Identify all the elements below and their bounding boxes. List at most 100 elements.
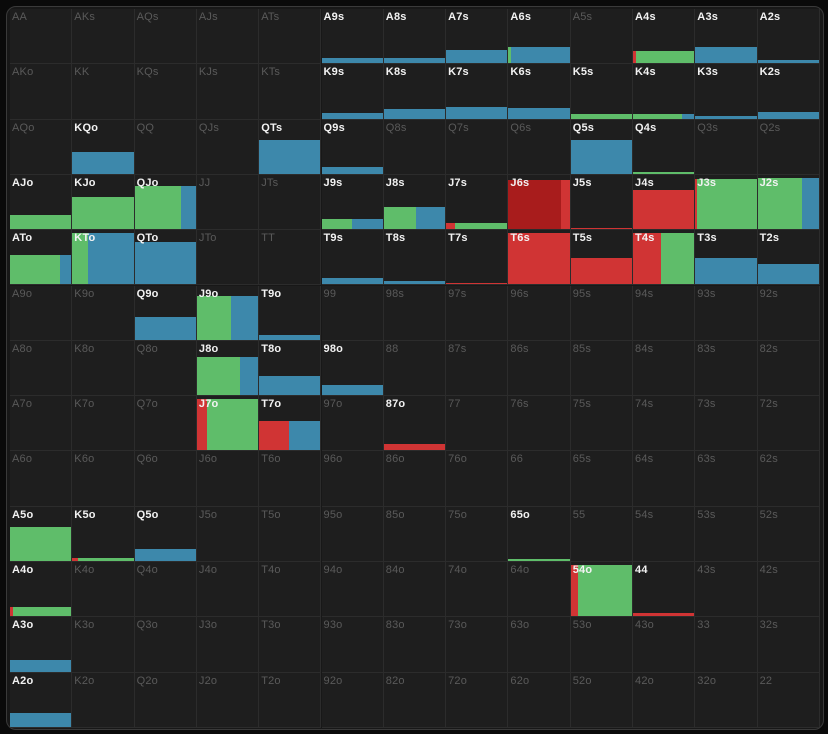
hand-cell-65o[interactable]: 65o	[508, 506, 571, 562]
hand-cell-J2o[interactable]: J2o	[196, 672, 260, 728]
hand-cell-K3s[interactable]: K3s	[695, 64, 758, 120]
hand-cell-86s[interactable]: 86s	[508, 340, 571, 397]
hand-cell-QJo[interactable]: QJo	[134, 174, 197, 231]
hand-cell-JTo[interactable]: JTo	[196, 230, 260, 286]
hand-cell-75o[interactable]: 75o	[446, 506, 509, 562]
hand-cell-62s[interactable]: 62s	[757, 451, 820, 507]
hand-cell-A8o[interactable]: A8o	[10, 340, 73, 397]
hand-cell-32s[interactable]: 32s	[757, 617, 820, 673]
hand-cell-74s[interactable]: 74s	[633, 396, 696, 452]
hand-cell-AKo[interactable]: AKo	[10, 64, 73, 120]
hand-cell-62o[interactable]: 62o	[508, 672, 571, 728]
hand-cell-Q9o[interactable]: Q9o	[134, 285, 197, 341]
hand-cell-84o[interactable]: 84o	[383, 562, 447, 618]
hand-cell-J4s[interactable]: J4s	[633, 174, 696, 231]
hand-cell-72s[interactable]: 72s	[757, 396, 820, 452]
hand-cell-87o[interactable]: 87o	[383, 396, 447, 452]
hand-cell-K2s[interactable]: K2s	[757, 64, 820, 120]
hand-cell-K6o[interactable]: K6o	[72, 451, 135, 507]
hand-cell-72o[interactable]: 72o	[446, 672, 509, 728]
hand-cell-K7s[interactable]: K7s	[446, 64, 509, 120]
hand-cell-AJs[interactable]: AJs	[196, 9, 260, 65]
hand-cell-K8s[interactable]: K8s	[383, 64, 447, 120]
hand-cell-T6o[interactable]: T6o	[259, 451, 322, 507]
hand-cell-AQs[interactable]: AQs	[134, 9, 197, 65]
hand-cell-64s[interactable]: 64s	[633, 451, 696, 507]
hand-cell-J4o[interactable]: J4o	[196, 562, 260, 618]
hand-cell-J9o[interactable]: J9o	[196, 285, 260, 341]
hand-cell-A3o[interactable]: A3o	[10, 617, 73, 673]
hand-cell-KJo[interactable]: KJo	[72, 174, 135, 231]
hand-cell-T7o[interactable]: T7o	[259, 396, 322, 452]
hand-cell-Q6s[interactable]: Q6s	[508, 119, 571, 175]
hand-cell-A7s[interactable]: A7s	[446, 9, 509, 65]
hand-cell-22[interactable]: 22	[757, 672, 820, 728]
hand-cell-A4o[interactable]: A4o	[10, 562, 73, 618]
hand-cell-Q6o[interactable]: Q6o	[134, 451, 197, 507]
hand-cell-Q3o[interactable]: Q3o	[134, 617, 197, 673]
hand-cell-JJ[interactable]: JJ	[196, 174, 260, 231]
hand-cell-AA[interactable]: AA	[10, 9, 73, 65]
hand-cell-99[interactable]: 99	[321, 285, 384, 341]
hand-cell-KQs[interactable]: KQs	[134, 64, 197, 120]
hand-cell-T4o[interactable]: T4o	[259, 562, 322, 618]
hand-cell-83o[interactable]: 83o	[383, 617, 447, 673]
hand-cell-J6s[interactable]: J6s	[508, 174, 571, 231]
hand-cell-95s[interactable]: 95s	[570, 285, 633, 341]
hand-cell-A9s[interactable]: A9s	[321, 9, 384, 65]
hand-cell-96o[interactable]: 96o	[321, 451, 384, 507]
hand-cell-85o[interactable]: 85o	[383, 506, 447, 562]
hand-cell-A5o[interactable]: A5o	[10, 506, 73, 562]
hand-cell-Q2s[interactable]: Q2s	[757, 119, 820, 175]
hand-cell-J2s[interactable]: J2s	[757, 174, 820, 231]
hand-cell-K5o[interactable]: K5o	[72, 506, 135, 562]
hand-cell-64o[interactable]: 64o	[508, 562, 571, 618]
hand-cell-T9s[interactable]: T9s	[321, 230, 384, 286]
hand-cell-88[interactable]: 88	[383, 340, 447, 397]
hand-cell-J6o[interactable]: J6o	[196, 451, 260, 507]
hand-cell-AQo[interactable]: AQo	[10, 119, 73, 175]
hand-cell-J3s[interactable]: J3s	[695, 174, 758, 231]
hand-cell-K7o[interactable]: K7o	[72, 396, 135, 452]
hand-cell-ATs[interactable]: ATs	[259, 9, 322, 65]
hand-cell-43s[interactable]: 43s	[695, 562, 758, 618]
hand-cell-AJo[interactable]: AJo	[10, 174, 73, 231]
hand-cell-53o[interactable]: 53o	[570, 617, 633, 673]
hand-cell-93o[interactable]: 93o	[321, 617, 384, 673]
hand-cell-75s[interactable]: 75s	[570, 396, 633, 452]
hand-cell-K9s[interactable]: K9s	[321, 64, 384, 120]
hand-cell-A6s[interactable]: A6s	[508, 9, 571, 65]
hand-cell-76s[interactable]: 76s	[508, 396, 571, 452]
hand-cell-J3o[interactable]: J3o	[196, 617, 260, 673]
hand-cell-J8o[interactable]: J8o	[196, 340, 260, 397]
hand-cell-A2s[interactable]: A2s	[757, 9, 820, 65]
hand-cell-QTo[interactable]: QTo	[134, 230, 197, 286]
hand-cell-K3o[interactable]: K3o	[72, 617, 135, 673]
hand-cell-Q4o[interactable]: Q4o	[134, 562, 197, 618]
hand-cell-ATo[interactable]: ATo	[10, 230, 73, 286]
hand-cell-A3s[interactable]: A3s	[695, 9, 758, 65]
hand-cell-63s[interactable]: 63s	[695, 451, 758, 507]
hand-cell-T2o[interactable]: T2o	[259, 672, 322, 728]
hand-cell-T6s[interactable]: T6s	[508, 230, 571, 286]
hand-cell-T3o[interactable]: T3o	[259, 617, 322, 673]
hand-cell-K9o[interactable]: K9o	[72, 285, 135, 341]
hand-cell-54o[interactable]: 54o	[570, 562, 633, 618]
hand-cell-T2s[interactable]: T2s	[757, 230, 820, 286]
hand-cell-65s[interactable]: 65s	[570, 451, 633, 507]
hand-cell-83s[interactable]: 83s	[695, 340, 758, 397]
hand-cell-97s[interactable]: 97s	[446, 285, 509, 341]
hand-cell-85s[interactable]: 85s	[570, 340, 633, 397]
hand-cell-52o[interactable]: 52o	[570, 672, 633, 728]
hand-cell-Q7o[interactable]: Q7o	[134, 396, 197, 452]
hand-cell-44[interactable]: 44	[633, 562, 696, 618]
hand-cell-K4o[interactable]: K4o	[72, 562, 135, 618]
hand-cell-77[interactable]: 77	[446, 396, 509, 452]
hand-cell-Q7s[interactable]: Q7s	[446, 119, 509, 175]
hand-cell-K4s[interactable]: K4s	[633, 64, 696, 120]
hand-cell-Q8s[interactable]: Q8s	[383, 119, 447, 175]
hand-cell-T7s[interactable]: T7s	[446, 230, 509, 286]
hand-cell-A8s[interactable]: A8s	[383, 9, 447, 65]
hand-cell-J7s[interactable]: J7s	[446, 174, 509, 231]
hand-cell-T8o[interactable]: T8o	[259, 340, 322, 397]
